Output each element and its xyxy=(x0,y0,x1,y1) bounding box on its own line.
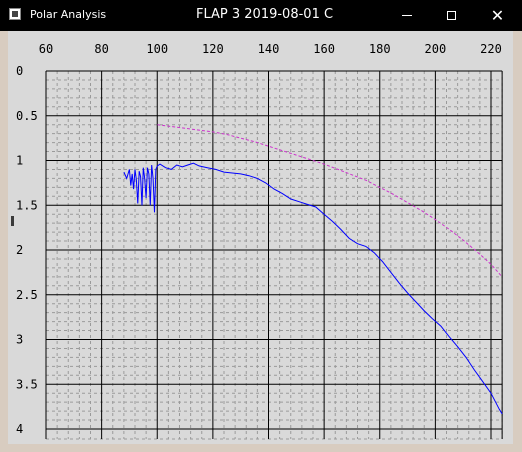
x-tick-label: 140 xyxy=(258,42,280,56)
y-axis-ticks: 0 0.5 1 1.5 2 2.5 3 3.5 4 xyxy=(16,64,38,436)
x-tick-label: 100 xyxy=(146,42,168,56)
y-tick-label: 0 xyxy=(16,64,23,78)
y-tick-label: 2.5 xyxy=(16,288,38,302)
app-icon[interactable] xyxy=(9,8,21,20)
series-layer xyxy=(123,124,503,415)
y-tick-label: 2 xyxy=(16,243,23,257)
x-tick-label: 120 xyxy=(202,42,224,56)
series-measured-line xyxy=(123,162,503,415)
major-grid xyxy=(45,70,503,439)
y-tick-label: 0.5 xyxy=(16,109,38,123)
y-tick-label: 3 xyxy=(16,333,23,347)
y-tick-label: 1 xyxy=(16,154,23,168)
x-tick-label: 80 xyxy=(94,42,108,56)
resize-handle[interactable] xyxy=(11,216,14,226)
x-tick-label: 60 xyxy=(39,42,53,56)
app-title: Polar Analysis xyxy=(30,8,107,21)
x-tick-label: 160 xyxy=(313,42,335,56)
x-axis-ticks: 60 80 100 120 140 160 180 200 220 xyxy=(39,42,502,56)
y-tick-label: 4 xyxy=(16,422,23,436)
x-tick-label: 180 xyxy=(369,42,391,56)
y-tick-label: 3.5 xyxy=(16,377,38,391)
minor-grid xyxy=(46,71,503,440)
title-bar[interactable]: Polar Analysis FLAP 3 2019-08-01 C ✕ xyxy=(0,0,522,31)
chart-area: 60 80 100 120 140 160 180 200 220 0 0.5 1 1.5 2 2.5 3 3… xyxy=(8,31,513,444)
close-button[interactable]: ✕ xyxy=(475,0,520,31)
maximize-button[interactable] xyxy=(429,0,474,31)
minimize-icon xyxy=(401,15,412,16)
series-reference-line xyxy=(157,124,503,278)
close-icon: ✕ xyxy=(490,5,505,25)
x-tick-label: 220 xyxy=(480,42,502,56)
x-tick-label: 200 xyxy=(425,42,447,56)
maximize-icon xyxy=(447,11,456,20)
document-title: FLAP 3 2019-08-01 C xyxy=(196,7,334,22)
minimize-button[interactable] xyxy=(384,0,429,31)
polar-chart: 60 80 100 120 140 160 180 200 220 0 0.5 1 1.5 2 2.5 3 3… xyxy=(16,42,503,440)
y-tick-label: 1.5 xyxy=(16,198,38,212)
